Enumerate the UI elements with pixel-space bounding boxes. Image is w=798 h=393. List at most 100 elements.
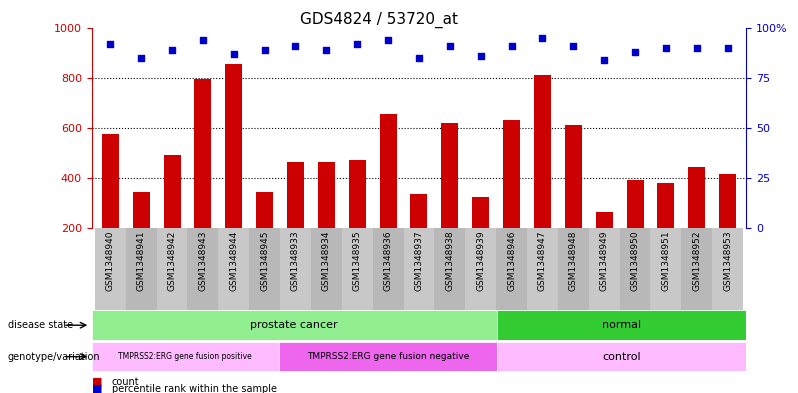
Point [166,46,179,53]
Text: GSM1348948: GSM1348948 [569,230,578,291]
Text: disease state: disease state [8,320,73,330]
Bar [712,228,743,310]
Text: ■: ■ [92,384,102,393]
Point [351,40,364,47]
Text: GSM1348951: GSM1348951 [662,230,670,291]
Text: prostate cancer: prostate cancer [251,320,338,330]
Text: GSM1348937: GSM1348937 [414,230,424,291]
Text: GSM1348940: GSM1348940 [106,230,115,291]
Bar [534,75,551,228]
Bar [472,196,489,228]
Bar [249,228,280,310]
Bar [349,160,365,228]
Bar [164,155,180,228]
Bar [280,228,311,310]
Point [289,42,302,49]
Text: control: control [602,352,641,362]
Point [505,42,518,49]
Point [474,52,487,59]
Text: GSM1348934: GSM1348934 [322,230,331,291]
Bar [156,228,188,310]
Bar [497,310,746,340]
Bar [404,228,434,310]
Bar [287,162,304,228]
Bar [279,342,497,371]
Text: GDS4824 / 53720_at: GDS4824 / 53720_at [300,12,458,28]
Text: genotype/variation: genotype/variation [8,352,101,362]
Bar [465,228,496,310]
Text: GSM1348945: GSM1348945 [260,230,269,291]
Bar [373,228,404,310]
Bar [497,342,746,371]
Bar [311,228,342,310]
Text: count: count [112,377,140,387]
Bar [225,64,243,228]
Bar [688,167,705,228]
Text: GSM1348953: GSM1348953 [723,230,732,291]
Bar [496,228,527,310]
Text: GSM1348939: GSM1348939 [476,230,485,291]
Bar [188,228,219,310]
Point [690,44,703,51]
Text: TMPRSS2:ERG gene fusion negative: TMPRSS2:ERG gene fusion negative [306,352,469,361]
Bar [318,162,335,228]
Text: GSM1348944: GSM1348944 [229,230,239,291]
Point [227,50,240,57]
Text: GSM1348946: GSM1348946 [507,230,516,291]
Text: GSM1348943: GSM1348943 [199,230,207,291]
Text: ■: ■ [92,377,102,387]
Bar [256,192,273,228]
Bar [619,228,650,310]
Point [259,46,271,53]
Text: TMPRSS2:ERG gene fusion positive: TMPRSS2:ERG gene fusion positive [118,352,252,361]
Bar [595,212,613,228]
Bar [92,310,497,340]
Text: GSM1348938: GSM1348938 [445,230,454,291]
Point [721,44,734,51]
Text: GSM1348936: GSM1348936 [384,230,393,291]
Bar [342,228,373,310]
Text: GSM1348941: GSM1348941 [136,230,146,291]
Bar [719,174,736,228]
Bar [503,120,520,228]
Point [567,42,579,49]
Bar [626,180,643,228]
Point [598,57,610,63]
Bar [219,228,249,310]
Text: GSM1348952: GSM1348952 [692,230,701,291]
Bar [650,228,681,310]
Text: GSM1348950: GSM1348950 [630,230,639,291]
Bar [681,228,712,310]
Bar [527,228,558,310]
Text: percentile rank within the sample: percentile rank within the sample [112,384,277,393]
Text: normal: normal [602,320,641,330]
Point [444,42,456,49]
Point [381,37,394,43]
Point [135,55,148,61]
Bar [658,183,674,228]
Bar [441,123,458,228]
Point [196,37,209,43]
Text: GSM1348933: GSM1348933 [291,230,300,291]
Bar [434,228,465,310]
Point [413,55,425,61]
Text: GSM1348949: GSM1348949 [599,230,609,291]
Bar [410,194,428,228]
Point [659,44,672,51]
Bar [132,192,150,228]
Bar [195,79,211,228]
Bar [589,228,619,310]
Bar [558,228,589,310]
Point [104,40,117,47]
Bar [565,125,582,228]
Bar [102,134,119,228]
Bar [95,228,126,310]
Text: GSM1348942: GSM1348942 [168,230,176,291]
Point [536,35,549,41]
Point [320,46,333,53]
Point [629,48,642,55]
Text: GSM1348947: GSM1348947 [538,230,547,291]
Text: GSM1348935: GSM1348935 [353,230,361,291]
Bar [126,228,156,310]
Bar [92,342,279,371]
